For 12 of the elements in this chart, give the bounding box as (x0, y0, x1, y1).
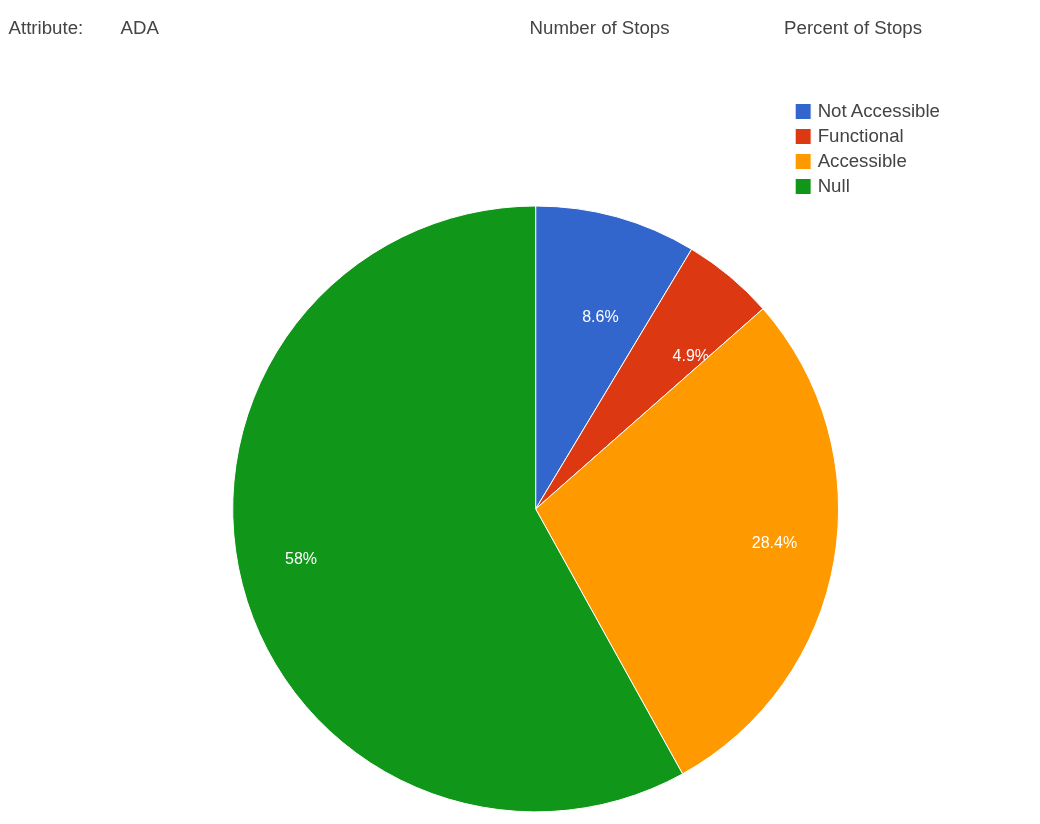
legend-label: Null (817, 175, 850, 197)
data-label: 8.6% (582, 308, 619, 326)
data-label: 58% (285, 550, 318, 568)
text: ADA (120, 17, 160, 39)
data-label: 4.9% (672, 347, 710, 365)
legend-label: Functional (817, 125, 904, 147)
legend-label: Accessible (817, 150, 907, 172)
text: Attribute: (8, 17, 84, 39)
text: Percent of Stops (784, 17, 922, 39)
data-label: 28.4% (751, 534, 798, 552)
legend-label: Not Accessible (817, 100, 940, 122)
text: Number of Stops (529, 17, 670, 39)
